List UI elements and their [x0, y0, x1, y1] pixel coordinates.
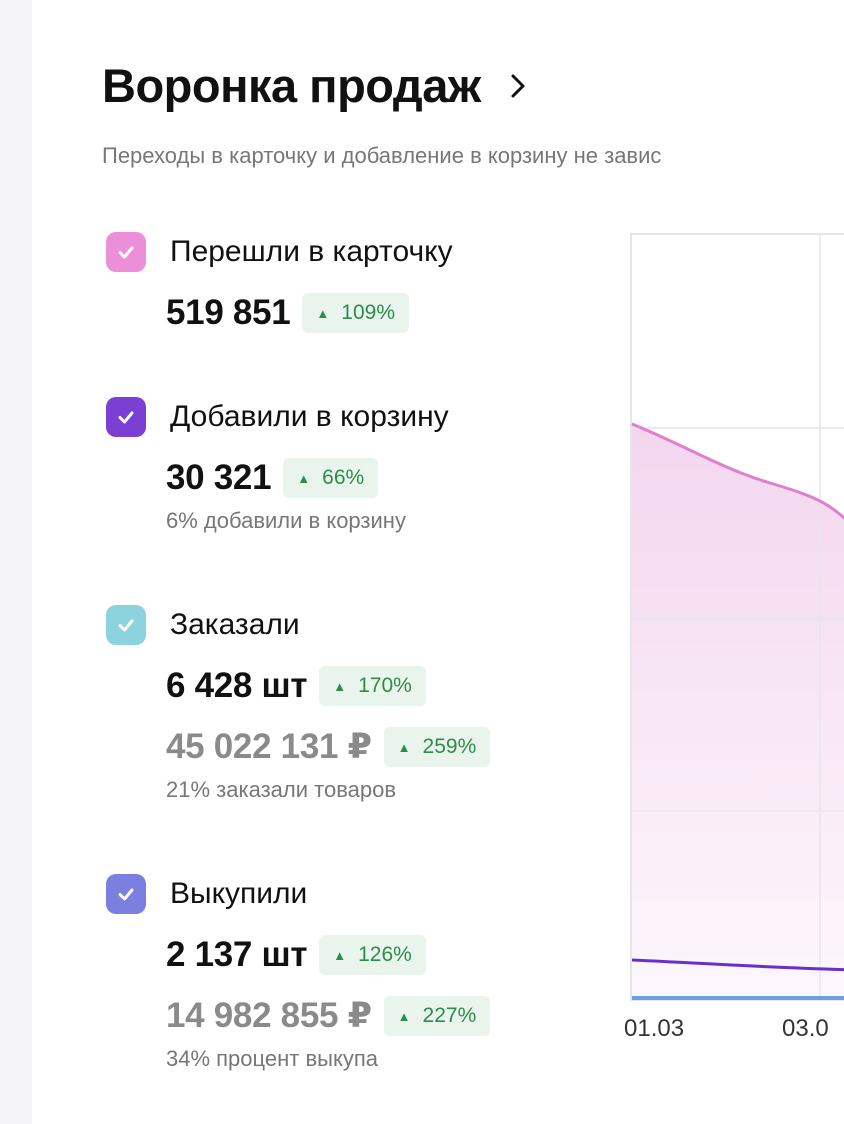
delta-badge-secondary: ▲ 227%: [383, 996, 491, 1036]
funnel-chart[interactable]: [630, 233, 844, 1003]
line-card-views: [631, 422, 844, 520]
checkbox-ordered[interactable]: [106, 605, 146, 645]
delta-badge: ▲ 109%: [302, 293, 410, 333]
page-title: Воронка продаж: [102, 59, 481, 112]
triangle-up-icon: ▲: [316, 305, 330, 321]
delta-badge: ▲ 126%: [319, 935, 426, 975]
metric-note: 34% процент выкупа: [166, 1046, 378, 1071]
metric-ordered: Заказали 6 428 шт ▲ 170% 45 022 131 ₽ ▲ 25…: [106, 605, 491, 803]
check-icon: [118, 619, 134, 632]
triangle-up-icon: ▲: [397, 1008, 411, 1024]
subtitle: Переходы в карточку и добавление в корзи…: [102, 143, 662, 168]
delta-badge-secondary: ▲ 259%: [383, 727, 491, 767]
metric-value-secondary: 14 982 855 ₽: [166, 996, 372, 1035]
metric-note: 6% добавили в корзину: [166, 508, 406, 533]
line-ordered: [632, 996, 844, 1000]
metric-add-to-cart: Добавили в корзину 30 321 ▲ 66% 6% добави…: [106, 397, 449, 534]
check-icon: [118, 411, 134, 424]
triangle-up-icon: ▲: [397, 739, 411, 755]
triangle-up-icon: ▲: [297, 470, 311, 486]
sales-funnel-card: Воронка продаж Переходы в карточку и доб…: [32, 0, 844, 1124]
metric-label: Заказали: [170, 608, 300, 641]
metric-note: 21% заказали товаров: [166, 777, 397, 802]
metric-value: 6 428 шт: [166, 666, 308, 705]
check-icon: [118, 888, 134, 901]
check-icon: [118, 246, 134, 259]
delta-badge: ▲ 66%: [283, 458, 379, 498]
checkbox-add-to-cart[interactable]: [106, 397, 146, 437]
metric-card-views: Перешли в карточку 519 851 ▲ 109%: [106, 232, 453, 333]
chevron-right-icon[interactable]: [503, 71, 533, 101]
metric-value: 2 137 шт: [166, 935, 308, 974]
metric-value: 519 851: [166, 293, 291, 332]
checkbox-purchased[interactable]: [106, 874, 146, 914]
area-card-views: [632, 424, 844, 999]
x-tick-label: 03.0: [782, 1015, 829, 1042]
checkbox-card-views[interactable]: [106, 232, 146, 272]
metric-label: Перешли в карточку: [170, 235, 453, 268]
metric-purchased: Выкупили 2 137 шт ▲ 126% 14 982 855 ₽ ▲ 22…: [106, 874, 491, 1072]
metric-value-secondary: 45 022 131 ₽: [166, 727, 372, 766]
header[interactable]: Воронка продаж: [102, 58, 533, 113]
metric-value: 30 321: [166, 458, 272, 497]
metric-label: Выкупили: [170, 877, 308, 910]
triangle-up-icon: ▲: [333, 678, 347, 694]
delta-badge: ▲ 170%: [319, 666, 426, 706]
line-add-to-cart: [631, 958, 844, 972]
triangle-up-icon: ▲: [333, 947, 347, 963]
x-tick-label: 01.03: [624, 1015, 685, 1042]
metric-label: Добавили в корзину: [170, 400, 449, 433]
